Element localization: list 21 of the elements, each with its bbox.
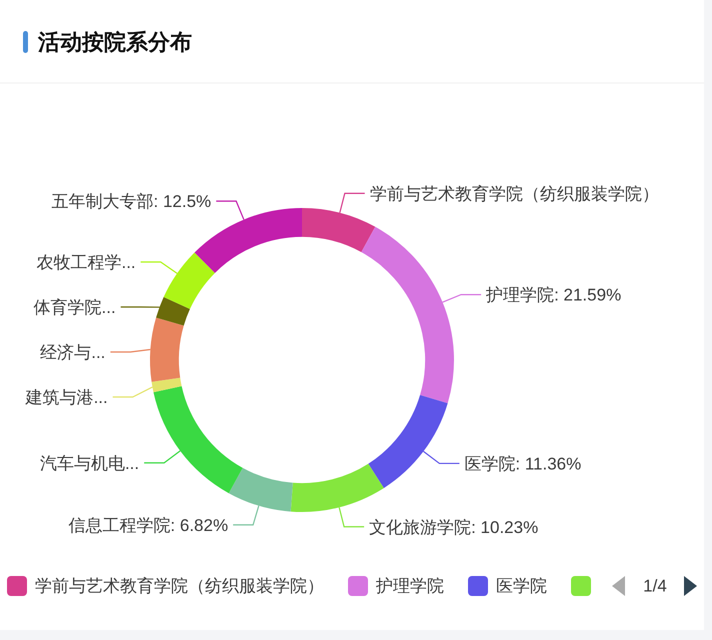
text: 1/4: [643, 576, 667, 596]
slice-label: 护理学院: [485, 285, 554, 304]
slice-label: 体育学院...: [34, 297, 116, 316]
chart-title: 活动按院系分布: [37, 30, 192, 54]
slice-label: 经济与...: [40, 342, 106, 362]
data-label: : 12.5%: [154, 192, 212, 211]
data-label: : 11.36%: [515, 454, 582, 473]
slice-label: 五年制大专部: [52, 192, 154, 211]
legend-label: 护理学院: [375, 576, 444, 596]
slice-label: 汽车与机电...: [40, 453, 140, 472]
slice-label: 建筑与港...: [24, 387, 108, 406]
data-label: : 10.23%: [471, 517, 538, 536]
legend-label: 医学院: [496, 576, 547, 596]
data-label: : 6.82%: [170, 515, 228, 534]
slice-label: 农牧工程学...: [36, 252, 136, 272]
slice-label: 信息工程学院: [68, 515, 170, 534]
data-label: : 21.59%: [554, 285, 622, 304]
slice-label: 学前与艺术教育学院（纺织服装学院）: [370, 184, 659, 203]
legend-label: 学前与艺术教育学院（纺织服装学院）: [35, 576, 324, 596]
slice-label: 文化旅游学院: [369, 517, 472, 536]
slice-label: 医学院: [464, 454, 516, 473]
